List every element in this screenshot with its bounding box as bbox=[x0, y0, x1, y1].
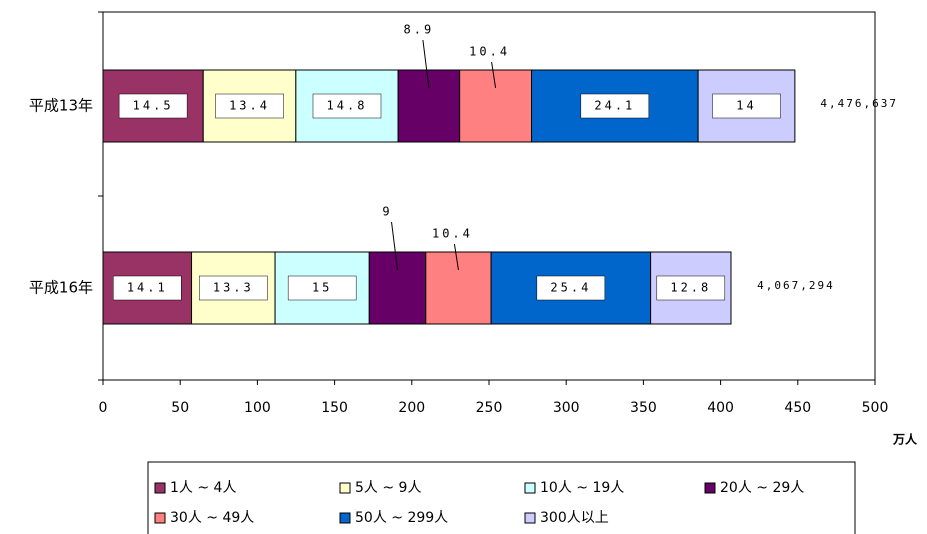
value-label: 10.4 bbox=[469, 45, 510, 59]
x-tick-label: 500 bbox=[862, 400, 889, 416]
legend-swatch bbox=[524, 512, 536, 524]
value-label-box bbox=[118, 93, 188, 119]
bar-segment bbox=[425, 251, 492, 325]
legend-label: 50人 ~ 299人 bbox=[355, 510, 448, 526]
legend-swatch bbox=[154, 512, 166, 524]
value-label: 14.1 bbox=[127, 281, 168, 295]
value-label: 8.9 bbox=[404, 23, 435, 37]
value-label: 15 bbox=[312, 281, 332, 295]
x-tick-label: 350 bbox=[630, 400, 657, 416]
value-label: 14.5 bbox=[133, 99, 174, 113]
legend-label: 10人 ~ 19人 bbox=[540, 480, 624, 496]
legend-swatch bbox=[339, 482, 351, 494]
x-tick-label: 0 bbox=[99, 400, 108, 416]
leader-line bbox=[453, 243, 459, 271]
y-tick-label: 平成13年 bbox=[29, 97, 93, 115]
legend-label: 300人以上 bbox=[540, 510, 609, 526]
leader-line bbox=[391, 221, 399, 271]
x-tick-label: 450 bbox=[784, 400, 811, 416]
x-tick-label: 150 bbox=[321, 400, 348, 416]
bar-segment bbox=[368, 251, 427, 325]
value-label: 13.3 bbox=[213, 281, 254, 295]
value-label: 24.1 bbox=[594, 99, 635, 113]
value-label: 12.8 bbox=[670, 281, 711, 295]
value-label-box bbox=[312, 93, 382, 119]
leader-line bbox=[422, 39, 430, 89]
x-tick-label: 200 bbox=[398, 400, 425, 416]
total-label: 4,067,294 bbox=[757, 279, 835, 292]
value-label: 14.8 bbox=[327, 99, 368, 113]
x-axis-label: 万人 bbox=[892, 432, 918, 447]
value-label-box bbox=[199, 275, 268, 301]
legend-label: 1人 ~ 4人 bbox=[170, 480, 236, 496]
bar-segment bbox=[459, 69, 533, 143]
value-label-box bbox=[712, 93, 781, 119]
leader-line bbox=[491, 61, 497, 89]
plot-frame bbox=[102, 11, 876, 381]
value-label-box bbox=[536, 275, 606, 301]
value-label-box bbox=[215, 93, 284, 119]
x-tick-label: 400 bbox=[707, 400, 734, 416]
legend-swatch bbox=[524, 482, 536, 494]
value-label-box bbox=[287, 275, 357, 301]
value-label: 14 bbox=[736, 99, 756, 113]
value-label: 13.4 bbox=[229, 99, 270, 113]
bar-segment bbox=[397, 69, 461, 143]
legend-swatch bbox=[154, 482, 166, 494]
legend-label: 20人 ~ 29人 bbox=[720, 480, 804, 496]
value-label-box bbox=[580, 93, 650, 119]
value-label-box bbox=[656, 275, 726, 301]
x-tick-label: 250 bbox=[476, 400, 503, 416]
legend-label: 5人 ~ 9人 bbox=[355, 480, 421, 496]
y-tick-label: 平成16年 bbox=[29, 279, 93, 297]
legend-swatch bbox=[704, 482, 716, 494]
x-tick-label: 100 bbox=[244, 400, 271, 416]
legend-swatch bbox=[339, 512, 351, 524]
value-label: 25.4 bbox=[550, 281, 591, 295]
x-tick-label: 50 bbox=[171, 400, 189, 416]
legend-frame bbox=[147, 461, 856, 534]
value-label-box bbox=[113, 275, 182, 301]
total-label: 4,476,637 bbox=[820, 97, 898, 110]
legend-label: 30人 ~ 49人 bbox=[170, 510, 254, 526]
value-label: 9 bbox=[382, 205, 392, 219]
value-label: 10.4 bbox=[432, 227, 473, 241]
x-tick-label: 300 bbox=[553, 400, 580, 416]
